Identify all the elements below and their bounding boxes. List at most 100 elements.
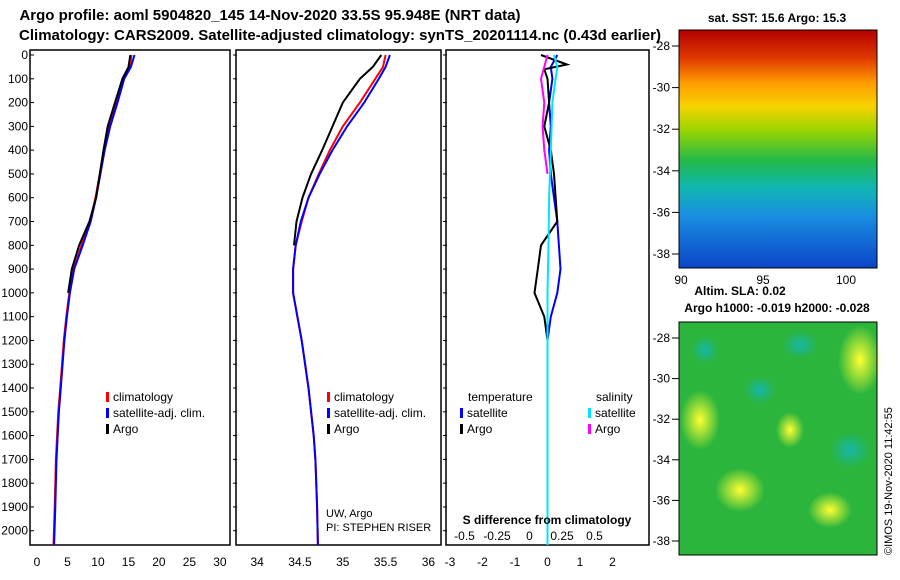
legend-temperature-heading: temperature xyxy=(468,390,533,404)
depth-tick-label: 1400 xyxy=(1,381,28,395)
x-tick-label: 34 xyxy=(250,555,264,569)
sla-map-features xyxy=(680,325,882,528)
legend-clim-label: climatology xyxy=(113,390,173,404)
depth-tick-label: 300 xyxy=(8,119,28,133)
legend-sal-argo-swatch xyxy=(588,424,591,434)
credit-line1: UW, Argo xyxy=(326,508,372,520)
sst-map-frame xyxy=(678,29,878,269)
depth-tick-label: 800 xyxy=(8,238,28,252)
depth-tick-label: 1200 xyxy=(1,333,28,347)
panel-salinity-frame xyxy=(235,49,442,546)
x-tick-label: -2 xyxy=(477,555,488,569)
depth-tick-label: 1700 xyxy=(1,452,28,466)
series-line-salinity-argo xyxy=(539,54,549,175)
sla-map-title2: Argo h1000: -0.019 h2000: -0.028 xyxy=(684,301,870,315)
salinity-legend: climatology satellite-adj. clim. Argo xyxy=(327,390,426,436)
lat-tick-label: -32 xyxy=(653,412,671,426)
lat-tick-label: -28 xyxy=(653,39,671,53)
x-tick-label: 25 xyxy=(183,555,197,569)
series-line-satellite-adj-clim- xyxy=(53,54,136,546)
series-line-temperature-argo xyxy=(533,54,571,341)
legend-sat-label: satellite-adj. clim. xyxy=(334,406,426,420)
depth-tick-label: 600 xyxy=(8,191,28,205)
x-tick-label: 35.5 xyxy=(374,555,398,569)
series-line-satellite-adj-clim- xyxy=(292,54,391,546)
depth-tick-label: 2000 xyxy=(1,524,28,538)
lat-tick-label: -38 xyxy=(653,534,671,548)
depth-tick-label: 200 xyxy=(8,96,28,110)
lat-tick-label: -36 xyxy=(653,493,671,507)
x-tick-label: 30 xyxy=(213,555,227,569)
depth-tick-label: 400 xyxy=(8,143,28,157)
sst-map-image xyxy=(679,30,877,268)
s-tick-label: 0.5 xyxy=(586,529,603,543)
lon-tick-label: 90 xyxy=(674,273,688,287)
x-tick-label: 10 xyxy=(91,555,105,569)
legend-sal-sat-swatch xyxy=(588,408,591,418)
depth-tick-label: 700 xyxy=(8,215,28,229)
sst-map: sat. SST: 15.6 Argo: 15.3 xyxy=(653,11,878,287)
series-line-argo xyxy=(67,54,132,294)
depth-tick-label: 1000 xyxy=(1,286,28,300)
x-tick-label: 36 xyxy=(422,555,436,569)
title-line2: Climatology: CARS2009. Satellite-adjuste… xyxy=(19,27,661,44)
legend-argo-label: Argo xyxy=(113,422,139,436)
legend-argo-label: Argo xyxy=(334,422,360,436)
legend-argo-swatch xyxy=(327,424,330,434)
legend-argo-swatch xyxy=(106,424,109,434)
lat-tick-label: -34 xyxy=(653,453,671,467)
title-line1: Argo profile: aoml 5904820_145 14-Nov-20… xyxy=(19,7,520,24)
legend-temp-sat-label: satellite xyxy=(467,406,508,420)
difference-legend: temperature salinity satellite Argo sate… xyxy=(460,390,636,436)
s-tick-label: 0 xyxy=(526,529,533,543)
series-line-argo xyxy=(293,54,383,246)
lat-tick-label: -38 xyxy=(653,247,671,261)
depth-tick-label: 1100 xyxy=(2,310,28,324)
lon-tick-label: 100 xyxy=(836,273,856,287)
depth-tick-label: 1600 xyxy=(1,429,28,443)
x-tick-label: 5 xyxy=(64,555,71,569)
x-tick-label: 35 xyxy=(336,555,350,569)
depth-tick-label: 1300 xyxy=(1,357,28,371)
sla-map: Altim. SLA: 0.02 Argo h1000: -0.019 h200… xyxy=(653,284,895,556)
legend-clim-swatch xyxy=(106,392,109,402)
series-line-salinity-satellite xyxy=(546,54,559,545)
x-tick-label: 2 xyxy=(609,555,616,569)
lat-tick-label: -32 xyxy=(653,122,671,136)
lat-tick-label: -28 xyxy=(653,331,671,345)
s-tick-label: -0.5 xyxy=(454,529,475,543)
x-tick-label: -1 xyxy=(510,555,521,569)
legend-sat-swatch xyxy=(106,408,109,418)
legend-clim-swatch xyxy=(327,392,330,402)
sst-map-title: sat. SST: 15.6 Argo: 15.3 xyxy=(708,11,847,25)
x-tick-label: 1 xyxy=(577,555,584,569)
panel-temperature: 0 5 10 15 20 25 30 climatology satellite-adj. … xyxy=(29,49,231,569)
legend-sat-label: satellite-adj. clim. xyxy=(113,406,205,420)
depth-tick-label: 900 xyxy=(8,262,28,276)
legend-sal-argo-label: Argo xyxy=(595,422,621,436)
salinity-plot: 34 34.5 35 35.5 36 xyxy=(233,54,436,569)
legend-salinity-heading: salinity xyxy=(596,390,633,404)
x-tick-label: 0 xyxy=(544,555,551,569)
x-tick-label: 0 xyxy=(34,555,41,569)
imos-stamp: ©IMOS 19-Nov-2020 11:42:55 xyxy=(883,407,895,555)
depth-tick-label: 1900 xyxy=(1,500,28,514)
legend-sat-swatch xyxy=(327,408,330,418)
depth-tick-label: 1500 xyxy=(1,405,28,419)
depth-tick-label: 0 xyxy=(21,48,28,62)
panel-salinity: 34 34.5 35 35.5 36 climatology satellite-adj… xyxy=(233,49,442,569)
panel-difference: -3 -2 -1 0 1 2 -0.5 -0.25 0 0.25 0.5 temperature s… xyxy=(443,49,650,569)
panel-temperature-frame xyxy=(29,49,231,546)
sla-map-title1: Altim. SLA: 0.02 xyxy=(694,284,786,298)
depth-tick-label: 100 xyxy=(8,72,28,86)
lat-tick-label: -34 xyxy=(653,164,671,178)
depth-tick-label: 500 xyxy=(8,167,28,181)
sla-map-axes: -28 -30 -32 -34 -36 -38 xyxy=(653,331,679,548)
lat-tick-label: -36 xyxy=(653,205,671,219)
diff-axis-label: S difference from climatology xyxy=(463,513,632,527)
temperature-plot: 0 5 10 15 20 25 30 xyxy=(30,54,227,569)
credit-line2: PI: STEPHEN RISER xyxy=(326,522,431,534)
x-tick-label: 20 xyxy=(152,555,166,569)
